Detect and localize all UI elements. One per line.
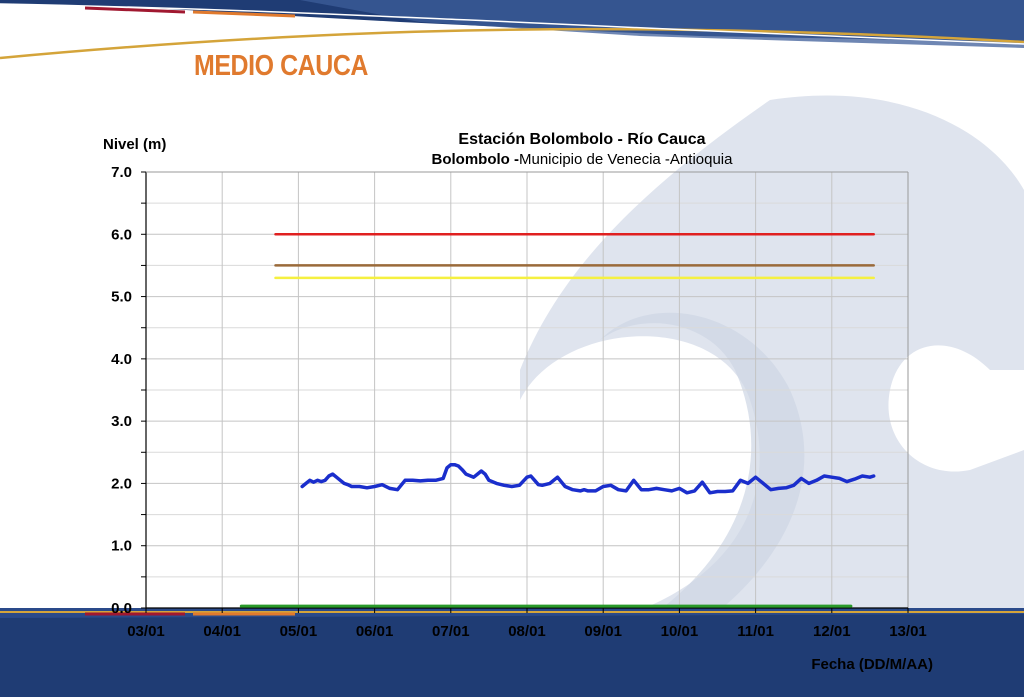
x-tick-label: 05/01 [280,623,318,640]
x-tick-label: 07/01 [432,623,470,640]
tick-labels: 0.0 1.0 2.0 3.0 4.0 5.0 6.0 7.0 03/01 04/01 05/01 0… [111,164,927,640]
x-tick-label: 11/01 [737,623,774,640]
y-tick-label: 1.0 [111,538,132,555]
chart-title: Estación Bolombolo - Río Cauca [458,131,705,148]
y-tick-label: 5.0 [111,289,132,306]
y-axis-label: Nivel (m) [103,136,166,153]
y-tick-label: 2.0 [111,475,132,492]
x-tick-label: 13/01 [889,623,927,640]
y-tick-label: 0.0 [111,600,132,617]
x-tick-label: 04/01 [203,623,241,640]
y-tick-label: 6.0 [111,226,132,243]
x-tick-label: 10/01 [661,623,699,640]
bottom-banner [0,608,1024,697]
chart-subtitle: Bolombolo -Municipio de Venecia -Antioqu… [432,151,734,168]
series [239,233,876,608]
grid [146,171,909,608]
axes [141,171,909,613]
chart-subtitle-regular: Municipio de Venecia -Antioquia [519,151,733,168]
x-tick-label: 08/01 [508,623,546,640]
x-axis-label: Fecha (DD/M/AA) [811,656,933,673]
background-logo-watermark [520,95,1024,610]
y-tick-label: 4.0 [111,351,132,368]
y-tick-label: 3.0 [111,413,132,430]
x-tick-label: 09/01 [584,623,622,640]
chart-subtitle-bold: Bolombolo - [432,151,519,168]
top-banner [0,0,1024,60]
water-level-series [300,462,876,495]
y-tick-label: 7.0 [111,164,132,181]
x-tick-label: 12/01 [813,623,851,640]
x-tick-label: 06/01 [356,623,394,640]
x-tick-label: 03/01 [127,623,165,640]
slide-title: MEDIO CAUCA [194,50,369,82]
